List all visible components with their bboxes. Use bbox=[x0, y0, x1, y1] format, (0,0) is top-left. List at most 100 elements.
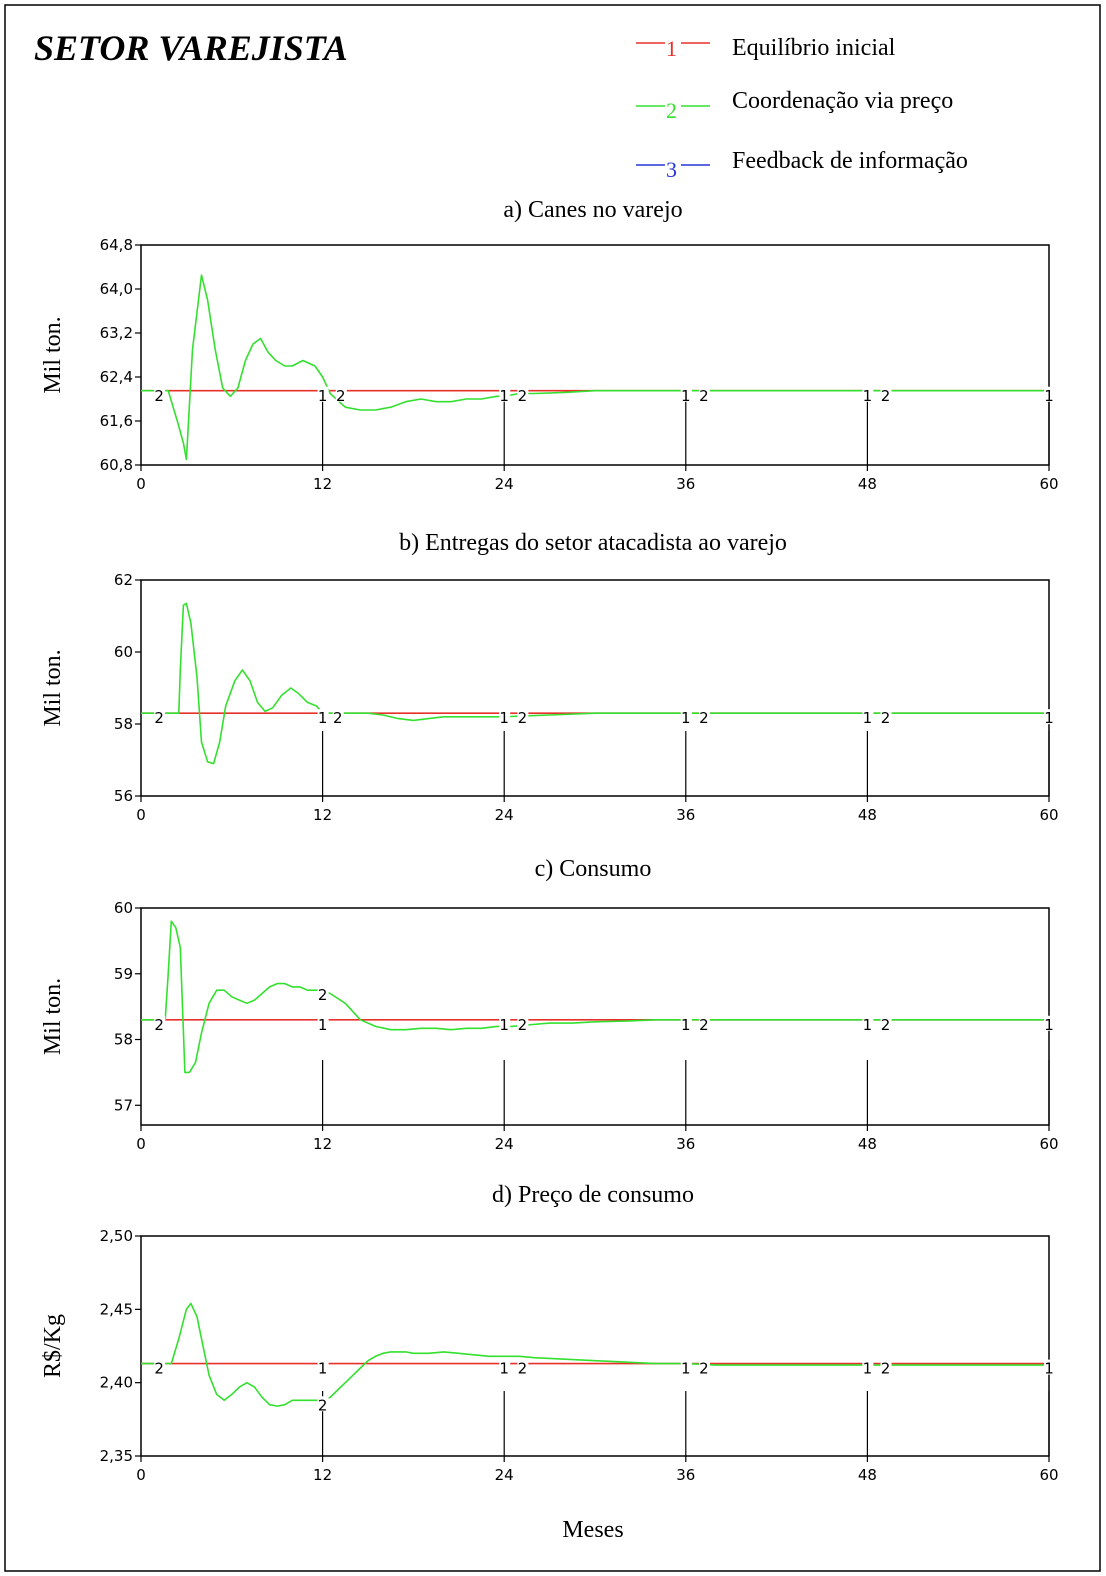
curve-marker-1: 1 bbox=[318, 709, 328, 727]
x-tick-label: 0 bbox=[136, 475, 146, 493]
y-tick-label: 59 bbox=[114, 965, 133, 983]
plot-frame bbox=[140, 579, 1050, 797]
curve-marker-bg bbox=[680, 386, 692, 402]
figure-title: SETOR VAREJISTA bbox=[34, 28, 348, 68]
y-tick-label: 57 bbox=[114, 1096, 133, 1114]
curve-marker-1: 1 bbox=[681, 1360, 691, 1378]
curve-marker-1: 1 bbox=[1044, 709, 1054, 727]
panel-a: a) Canes no varejo Mil ton. 60,8 61,6 62,4 63… bbox=[40, 197, 1059, 493]
curve-marker-bg bbox=[880, 1015, 892, 1031]
curve-marker-1: 1 bbox=[318, 1016, 328, 1034]
x-tick-label: 36 bbox=[676, 806, 695, 824]
x-tick-label: 0 bbox=[136, 1135, 146, 1153]
y-axis-label: Mil ton. bbox=[40, 649, 66, 726]
curve-marker-bg bbox=[880, 1359, 892, 1375]
curve-marker-bg bbox=[880, 386, 892, 402]
x-tick-label: 0 bbox=[136, 1466, 146, 1484]
x-tick-label: 48 bbox=[858, 1135, 877, 1153]
curve-marker-1: 1 bbox=[863, 387, 873, 405]
curve-marker-2: 2 bbox=[699, 387, 709, 405]
curve-marker-bg bbox=[680, 1359, 692, 1375]
curve-marker-2: 2 bbox=[518, 1016, 528, 1034]
curve-marker-bg bbox=[154, 709, 166, 725]
curve-marker-2: 2 bbox=[318, 986, 328, 1004]
x-tick-label: 48 bbox=[858, 806, 877, 824]
curve-marker-bg bbox=[154, 386, 166, 402]
curve-marker-1: 1 bbox=[499, 1360, 509, 1378]
curve-marker-bg bbox=[517, 1359, 529, 1375]
curve-marker-1: 1 bbox=[1044, 1016, 1054, 1034]
curve-marker-bg bbox=[862, 1015, 874, 1031]
curve-marker-2: 2 bbox=[699, 1360, 709, 1378]
curve-marker-1: 1 bbox=[1044, 387, 1054, 405]
y-axis-label: Mil ton. bbox=[40, 316, 66, 393]
y-tick-label: 63,2 bbox=[100, 324, 133, 342]
y-tick-label: 58 bbox=[114, 715, 133, 733]
y-tick-label: 2,45 bbox=[100, 1300, 133, 1318]
curve-marker-2: 2 bbox=[518, 709, 528, 727]
curve-marker-1: 1 bbox=[318, 387, 328, 405]
y-axis-label: R$/Kg bbox=[40, 1314, 66, 1378]
curve-marker-2: 2 bbox=[518, 1360, 528, 1378]
curve-marker-2: 2 bbox=[881, 709, 891, 727]
x-tick-label: 24 bbox=[495, 806, 514, 824]
outer-frame bbox=[4, 4, 1101, 1572]
curve-marker-bg bbox=[154, 1359, 166, 1375]
curve-marker-bg bbox=[1044, 709, 1055, 725]
curve-marker-1: 1 bbox=[681, 387, 691, 405]
legend-label-3: Feedback de informação bbox=[732, 148, 968, 174]
plot-frame bbox=[140, 244, 1050, 466]
curve-marker-bg bbox=[317, 709, 329, 725]
curve-marker-bg bbox=[499, 386, 511, 402]
x-tick-label: 12 bbox=[313, 1135, 332, 1153]
series-line-2 bbox=[141, 920, 1049, 1074]
x-tick-label: 60 bbox=[1039, 806, 1058, 824]
curve-marker-bg bbox=[680, 1015, 692, 1031]
y-tick-label: 60 bbox=[114, 899, 133, 917]
curve-marker-2: 2 bbox=[699, 1016, 709, 1034]
curve-marker-bg bbox=[880, 709, 892, 725]
x-tick-label: 24 bbox=[495, 1135, 514, 1153]
plot-frame bbox=[140, 1235, 1050, 1457]
curve-marker-bg bbox=[862, 709, 874, 725]
curve-marker-bg bbox=[698, 1359, 710, 1375]
y-tick-label: 62,4 bbox=[100, 368, 133, 386]
legend-item-1: 1 Equilíbrio inicial bbox=[636, 35, 896, 61]
curve-marker-2: 2 bbox=[881, 387, 891, 405]
x-tick-label: 36 bbox=[676, 1135, 695, 1153]
panel-title: b) Entregas do setor atacadista ao varej… bbox=[399, 530, 787, 556]
curve-marker-2: 2 bbox=[881, 1016, 891, 1034]
legend-marker-3: 3 bbox=[666, 157, 677, 182]
y-tick-label: 64,0 bbox=[100, 280, 133, 298]
curve-marker-1: 1 bbox=[863, 709, 873, 727]
y-tick-label: 60,8 bbox=[100, 456, 133, 474]
curve-marker-bg bbox=[517, 386, 529, 402]
curve-marker-bg bbox=[680, 709, 692, 725]
x-tick-label: 48 bbox=[858, 475, 877, 493]
x-tick-label: 0 bbox=[136, 806, 146, 824]
curve-marker-bg bbox=[499, 1359, 511, 1375]
panel-d: d) Preço de consumo R$/Kg 2,35 2,40 2,45 2,50… bbox=[40, 1182, 1059, 1484]
legend-marker-2: 2 bbox=[666, 98, 677, 123]
curve-marker-bg bbox=[317, 986, 329, 1002]
curve-marker-2: 2 bbox=[154, 1016, 164, 1034]
curve-marker-bg bbox=[517, 1015, 529, 1031]
curve-marker-2: 2 bbox=[154, 709, 164, 727]
curve-marker-2: 2 bbox=[154, 1360, 164, 1378]
curve-marker-bg bbox=[499, 709, 511, 725]
curve-marker-bg bbox=[317, 1015, 329, 1031]
curve-marker-2: 2 bbox=[333, 709, 343, 727]
x-axis-label: Meses bbox=[562, 1517, 623, 1543]
curve-marker-1: 1 bbox=[499, 1016, 509, 1034]
curve-marker-2: 2 bbox=[518, 387, 528, 405]
x-tick-label: 12 bbox=[313, 475, 332, 493]
curve-marker-2: 2 bbox=[699, 709, 709, 727]
curve-marker-bg bbox=[698, 386, 710, 402]
x-tick-label: 48 bbox=[858, 1466, 877, 1484]
plot-frame bbox=[140, 907, 1050, 1126]
panel-title: d) Preço de consumo bbox=[492, 1182, 694, 1208]
curve-marker-bg bbox=[862, 1359, 874, 1375]
curve-marker-1: 1 bbox=[499, 387, 509, 405]
